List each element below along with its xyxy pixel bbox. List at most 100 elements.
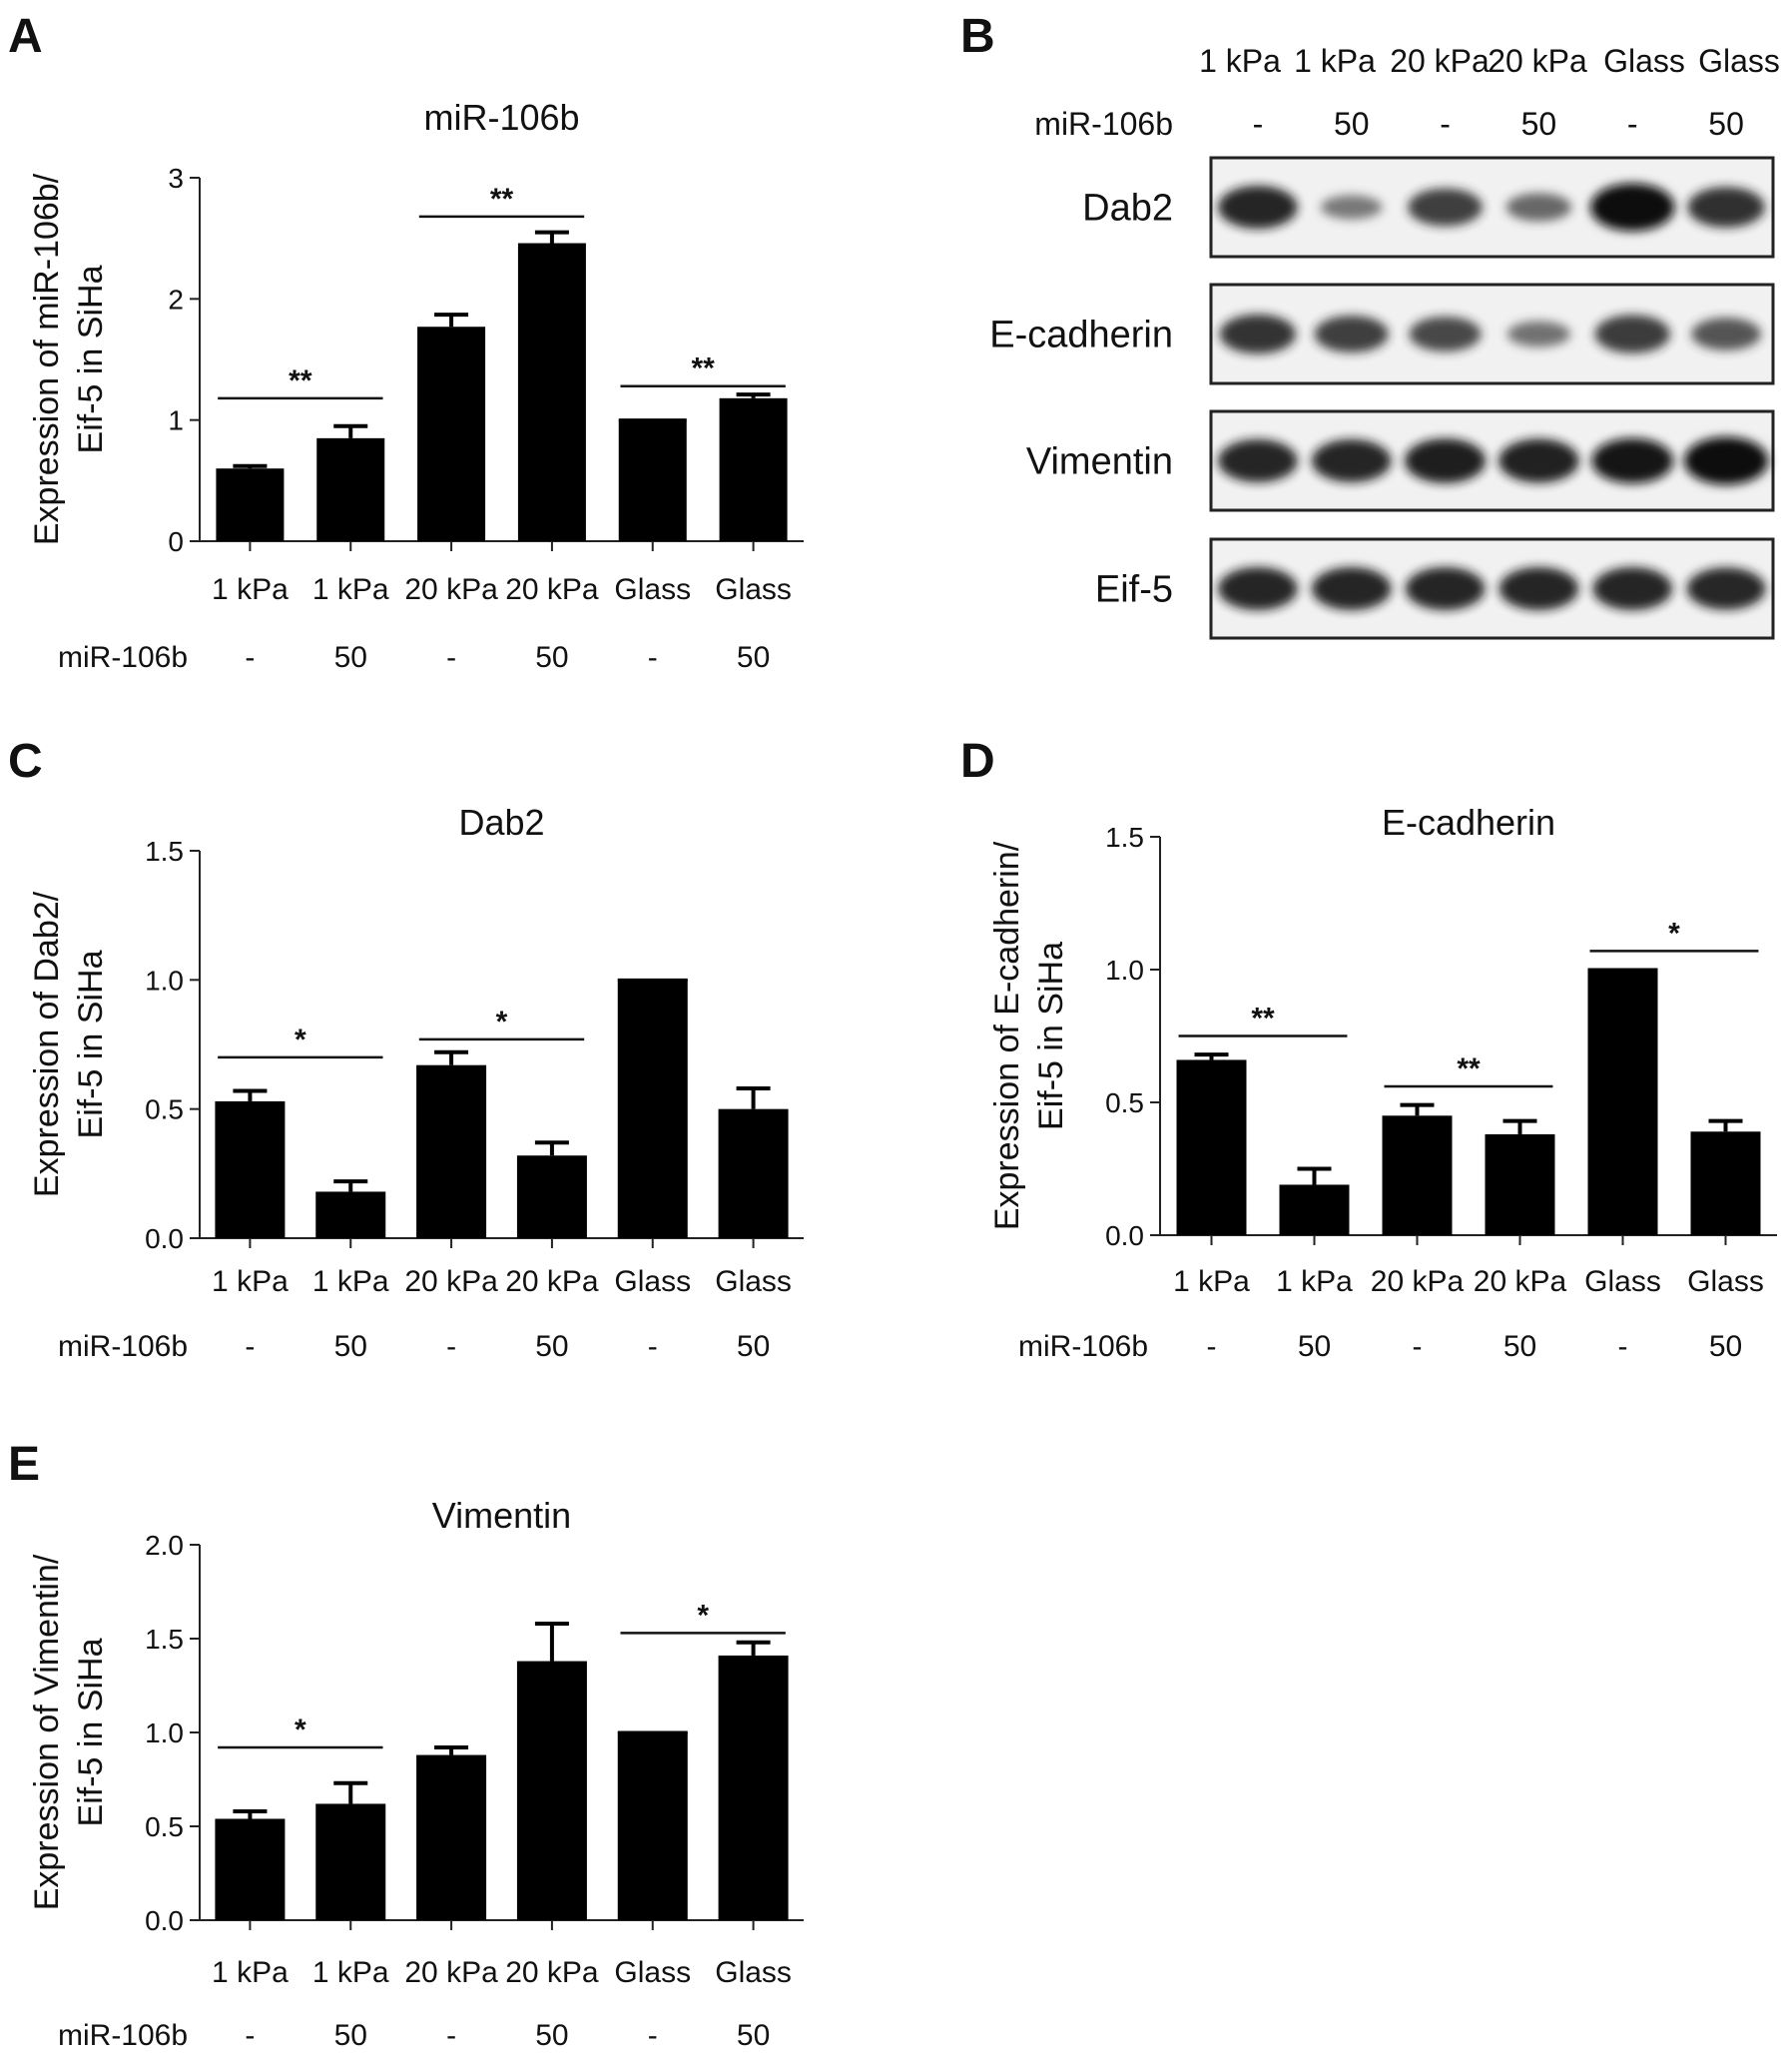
treatment-value: - xyxy=(648,2019,658,2052)
y-tick-label: 0.0 xyxy=(1105,1220,1144,1251)
significance-marker: * xyxy=(697,1599,709,1632)
blot-strip xyxy=(1209,537,1775,640)
treatment-value: - xyxy=(446,641,456,674)
blot-treatment-label: miR-106b xyxy=(1034,106,1173,142)
panel-label-e: E xyxy=(8,1438,40,1491)
treatment-value: 50 xyxy=(334,2019,367,2052)
significance-marker: ** xyxy=(490,183,514,216)
significance-marker: * xyxy=(295,1024,306,1056)
x-category-label: 20 kPa xyxy=(404,1956,498,1989)
bar xyxy=(516,1661,587,1920)
y-tick-label: 2.0 xyxy=(145,1530,184,1561)
treatment-value: - xyxy=(648,1330,658,1363)
blot-treatment-value: - xyxy=(1627,106,1638,142)
y-axis-label-line: Expression of Vimentin/ xyxy=(28,1554,66,1910)
significance-marker: ** xyxy=(1251,1003,1275,1035)
chart-panel-c: Dab2 Expression of Dab2/Eif-5 in SiHa 0.0 0… xyxy=(28,802,804,1363)
blot-row-label: Eif-5 xyxy=(1095,569,1173,611)
x-category-label: 20 kPa xyxy=(505,1956,599,1989)
treatment-value: 50 xyxy=(737,641,770,674)
x-category-label: Glass xyxy=(614,1265,691,1298)
bar xyxy=(718,1108,789,1238)
blot-band xyxy=(1590,183,1675,232)
blot-band xyxy=(1218,439,1298,482)
blot-lane-label: 1 kPa xyxy=(1294,43,1376,79)
bar xyxy=(719,397,788,541)
bar xyxy=(315,1803,386,1920)
treatment-value: - xyxy=(245,1330,255,1363)
bar xyxy=(517,243,586,541)
x-category-label: Glass xyxy=(1584,1265,1661,1298)
bar xyxy=(215,1818,286,1920)
blot-band xyxy=(1218,186,1298,229)
treatment-value: 50 xyxy=(535,2019,568,2052)
blot-lane-label: Glass xyxy=(1698,43,1780,79)
blot-treatment-value: 50 xyxy=(1708,106,1744,142)
x-category-label: 20 kPa xyxy=(404,573,498,606)
significance-marker: * xyxy=(295,1714,306,1746)
treatment-value: 50 xyxy=(535,1330,568,1363)
panel-label-d: D xyxy=(960,735,995,788)
blot-band xyxy=(1408,188,1483,227)
bar xyxy=(416,1754,487,1920)
treatment-value: 50 xyxy=(334,1330,367,1363)
x-category-label: 20 kPa xyxy=(404,1265,498,1298)
bar xyxy=(215,1100,286,1238)
treatment-value: 50 xyxy=(334,641,367,674)
treatment-value: - xyxy=(446,2019,456,2052)
blot-band xyxy=(1683,436,1769,485)
y-tick-label: 2 xyxy=(168,284,184,315)
treatment-value: - xyxy=(245,641,255,674)
blot-band xyxy=(1592,567,1673,610)
x-category-label: Glass xyxy=(614,1956,691,1989)
blot-strip xyxy=(1209,283,1775,385)
y-axis-label-line: Eif-5 in SiHa xyxy=(72,265,110,453)
bar xyxy=(1382,1115,1453,1235)
y-tick-label: 1.0 xyxy=(145,1717,184,1748)
y-tick-label: 1.0 xyxy=(145,965,184,996)
blot-lane-label: 20 kPa xyxy=(1390,43,1490,79)
x-category-label: 20 kPa xyxy=(505,573,599,606)
blot-row-label: Vimentin xyxy=(1026,441,1173,483)
bar xyxy=(617,980,688,1238)
bar xyxy=(216,468,285,541)
blot-row-label: E-cadherin xyxy=(989,315,1173,356)
significance-marker: ** xyxy=(1457,1052,1481,1085)
y-tick-label: 1.5 xyxy=(1105,822,1144,853)
treatment-value: - xyxy=(1413,1330,1423,1363)
y-tick-label: 0 xyxy=(168,526,184,557)
panel-label-c: C xyxy=(8,735,43,788)
y-axis-label: Expression of E-cadherin/Eif-5 in SiHa xyxy=(988,841,1070,1230)
y-tick-label: 1.5 xyxy=(145,836,184,867)
x-category-label: 1 kPa xyxy=(1276,1265,1353,1298)
bar xyxy=(1485,1133,1555,1235)
y-axis-label-line: Eif-5 in SiHa xyxy=(1032,942,1070,1130)
panel-label-a: A xyxy=(8,10,43,63)
blot-band xyxy=(1314,315,1389,353)
chart-panel-d: E-cadherin Expression of E-cadherin/Eif-5… xyxy=(988,802,1777,1363)
blot-band xyxy=(1409,316,1482,352)
bar xyxy=(1690,1131,1761,1235)
treatment-row-label: miR-106b xyxy=(58,641,188,674)
treatment-value: 50 xyxy=(1503,1330,1536,1363)
bar xyxy=(1279,1184,1350,1235)
treatment-row-label: miR-106b xyxy=(58,1330,188,1363)
y-tick-label: 3 xyxy=(168,163,184,194)
treatment-value: - xyxy=(1207,1330,1217,1363)
bar xyxy=(1176,1059,1247,1235)
blot-lane-label: Glass xyxy=(1603,43,1685,79)
x-category-label: Glass xyxy=(1687,1265,1764,1298)
blot-band xyxy=(1311,439,1392,482)
blot-band xyxy=(1691,318,1761,350)
y-axis-label: Expression of Dab2/Eif-5 in SiHa xyxy=(28,891,110,1197)
y-tick-label: 1.5 xyxy=(145,1624,184,1655)
treatment-value: 50 xyxy=(535,641,568,674)
y-axis-label: Expression of miR-106b/Eif-5 in SiHa xyxy=(28,173,110,545)
chart-title: E-cadherin xyxy=(1382,802,1555,843)
y-tick-label: 0.0 xyxy=(145,1223,184,1254)
x-category-label: 1 kPa xyxy=(212,1265,289,1298)
y-axis-label-line: Expression of Dab2/ xyxy=(28,891,66,1197)
blot-band xyxy=(1311,567,1392,610)
bar xyxy=(1587,970,1658,1235)
